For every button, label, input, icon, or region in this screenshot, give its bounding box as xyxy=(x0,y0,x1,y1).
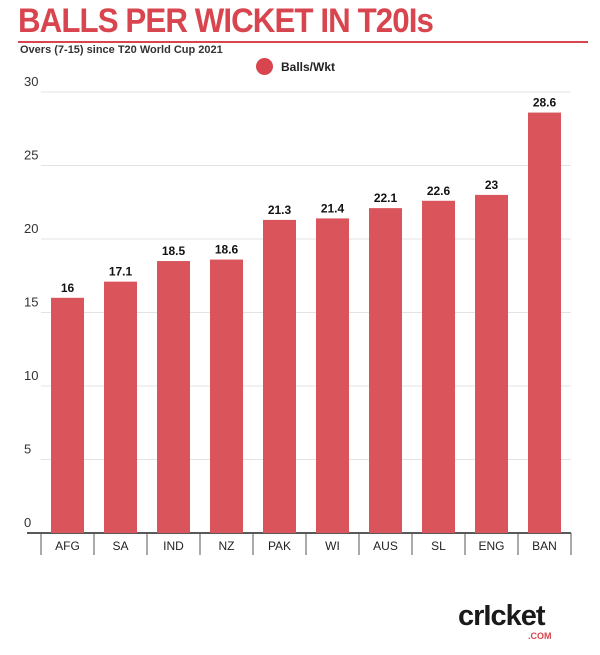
y-tick-label: 10 xyxy=(24,368,38,383)
bar xyxy=(263,219,296,533)
bar xyxy=(422,200,455,533)
y-tick-label: 25 xyxy=(24,148,38,163)
bar xyxy=(51,297,84,533)
bar-value-label: 21.3 xyxy=(268,203,292,217)
bar-value-label: 21.4 xyxy=(321,201,345,215)
x-tick-label: BAN xyxy=(532,539,557,553)
y-tick-label: 20 xyxy=(24,221,38,236)
x-tick-label: SL xyxy=(431,539,446,553)
x-tick-label: IND xyxy=(163,539,184,553)
logo-domain: .COM xyxy=(528,631,552,641)
bar-value-label: 23 xyxy=(485,178,499,192)
bar-value-label: 22.6 xyxy=(427,184,451,198)
legend-label: Balls/Wkt xyxy=(281,59,336,74)
bar-value-label: 18.6 xyxy=(215,243,239,257)
x-tick-label: ENG xyxy=(478,539,504,553)
bar-value-label: 16 xyxy=(61,281,75,295)
bar xyxy=(210,259,243,533)
y-tick-label: 30 xyxy=(24,74,38,89)
title-underline xyxy=(18,41,588,43)
bar xyxy=(157,261,190,533)
bar-chart: 0 5 10 15 20 25 30 16 AFG 17.1 SA 18.5 IND 18.6 NZ 21.3… xyxy=(24,74,572,555)
legend-swatch xyxy=(256,58,273,75)
x-tick-label: NZ xyxy=(219,539,235,553)
y-tick-label: 5 xyxy=(24,442,31,457)
cricket-com-logo: crIcket .COM xyxy=(458,600,580,644)
x-tick-label: PAK xyxy=(268,539,291,553)
x-tick-label: WI xyxy=(325,539,340,553)
bar xyxy=(528,112,561,533)
bar xyxy=(369,208,402,533)
bar-value-label: 22.1 xyxy=(374,191,398,205)
bar xyxy=(475,194,508,533)
bar-value-label: 28.6 xyxy=(533,96,557,110)
y-tick-label: 0 xyxy=(24,515,31,530)
x-tick-label: AUS xyxy=(373,539,398,553)
bar xyxy=(316,218,349,534)
logo-wordmark: crIcket xyxy=(458,600,546,632)
bar-value-label: 18.5 xyxy=(162,244,186,258)
chart-title: BALLS PER WICKET IN T20Is xyxy=(18,2,434,40)
chart-subtitle: Overs (7-15) since T20 World Cup 2021 xyxy=(20,44,223,56)
bar-value-label: 17.1 xyxy=(109,265,133,279)
y-tick-label: 15 xyxy=(24,295,38,310)
x-tick-label: AFG xyxy=(55,539,80,553)
bar xyxy=(104,281,137,533)
chart-legend: Balls/Wkt xyxy=(256,58,335,75)
x-tick-label: SA xyxy=(112,539,128,553)
